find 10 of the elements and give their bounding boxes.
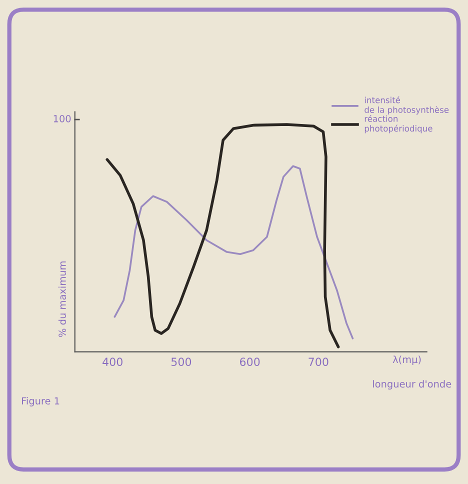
x-tick-label: 700 xyxy=(308,358,328,366)
text: longueur d'onde xyxy=(373,380,452,390)
caption: Figure 1 xyxy=(22,397,60,406)
x-tick-label: 500 xyxy=(171,358,192,366)
x-tick-label: 600 xyxy=(240,358,260,366)
y-axis-title: % du maximum xyxy=(58,262,66,337)
text: 100 xyxy=(54,115,71,122)
x-tick-label: 400 xyxy=(102,358,122,366)
legend-label: réaction photopériodique xyxy=(364,115,432,134)
x-axis-title: λ(mμ) xyxy=(392,356,421,365)
